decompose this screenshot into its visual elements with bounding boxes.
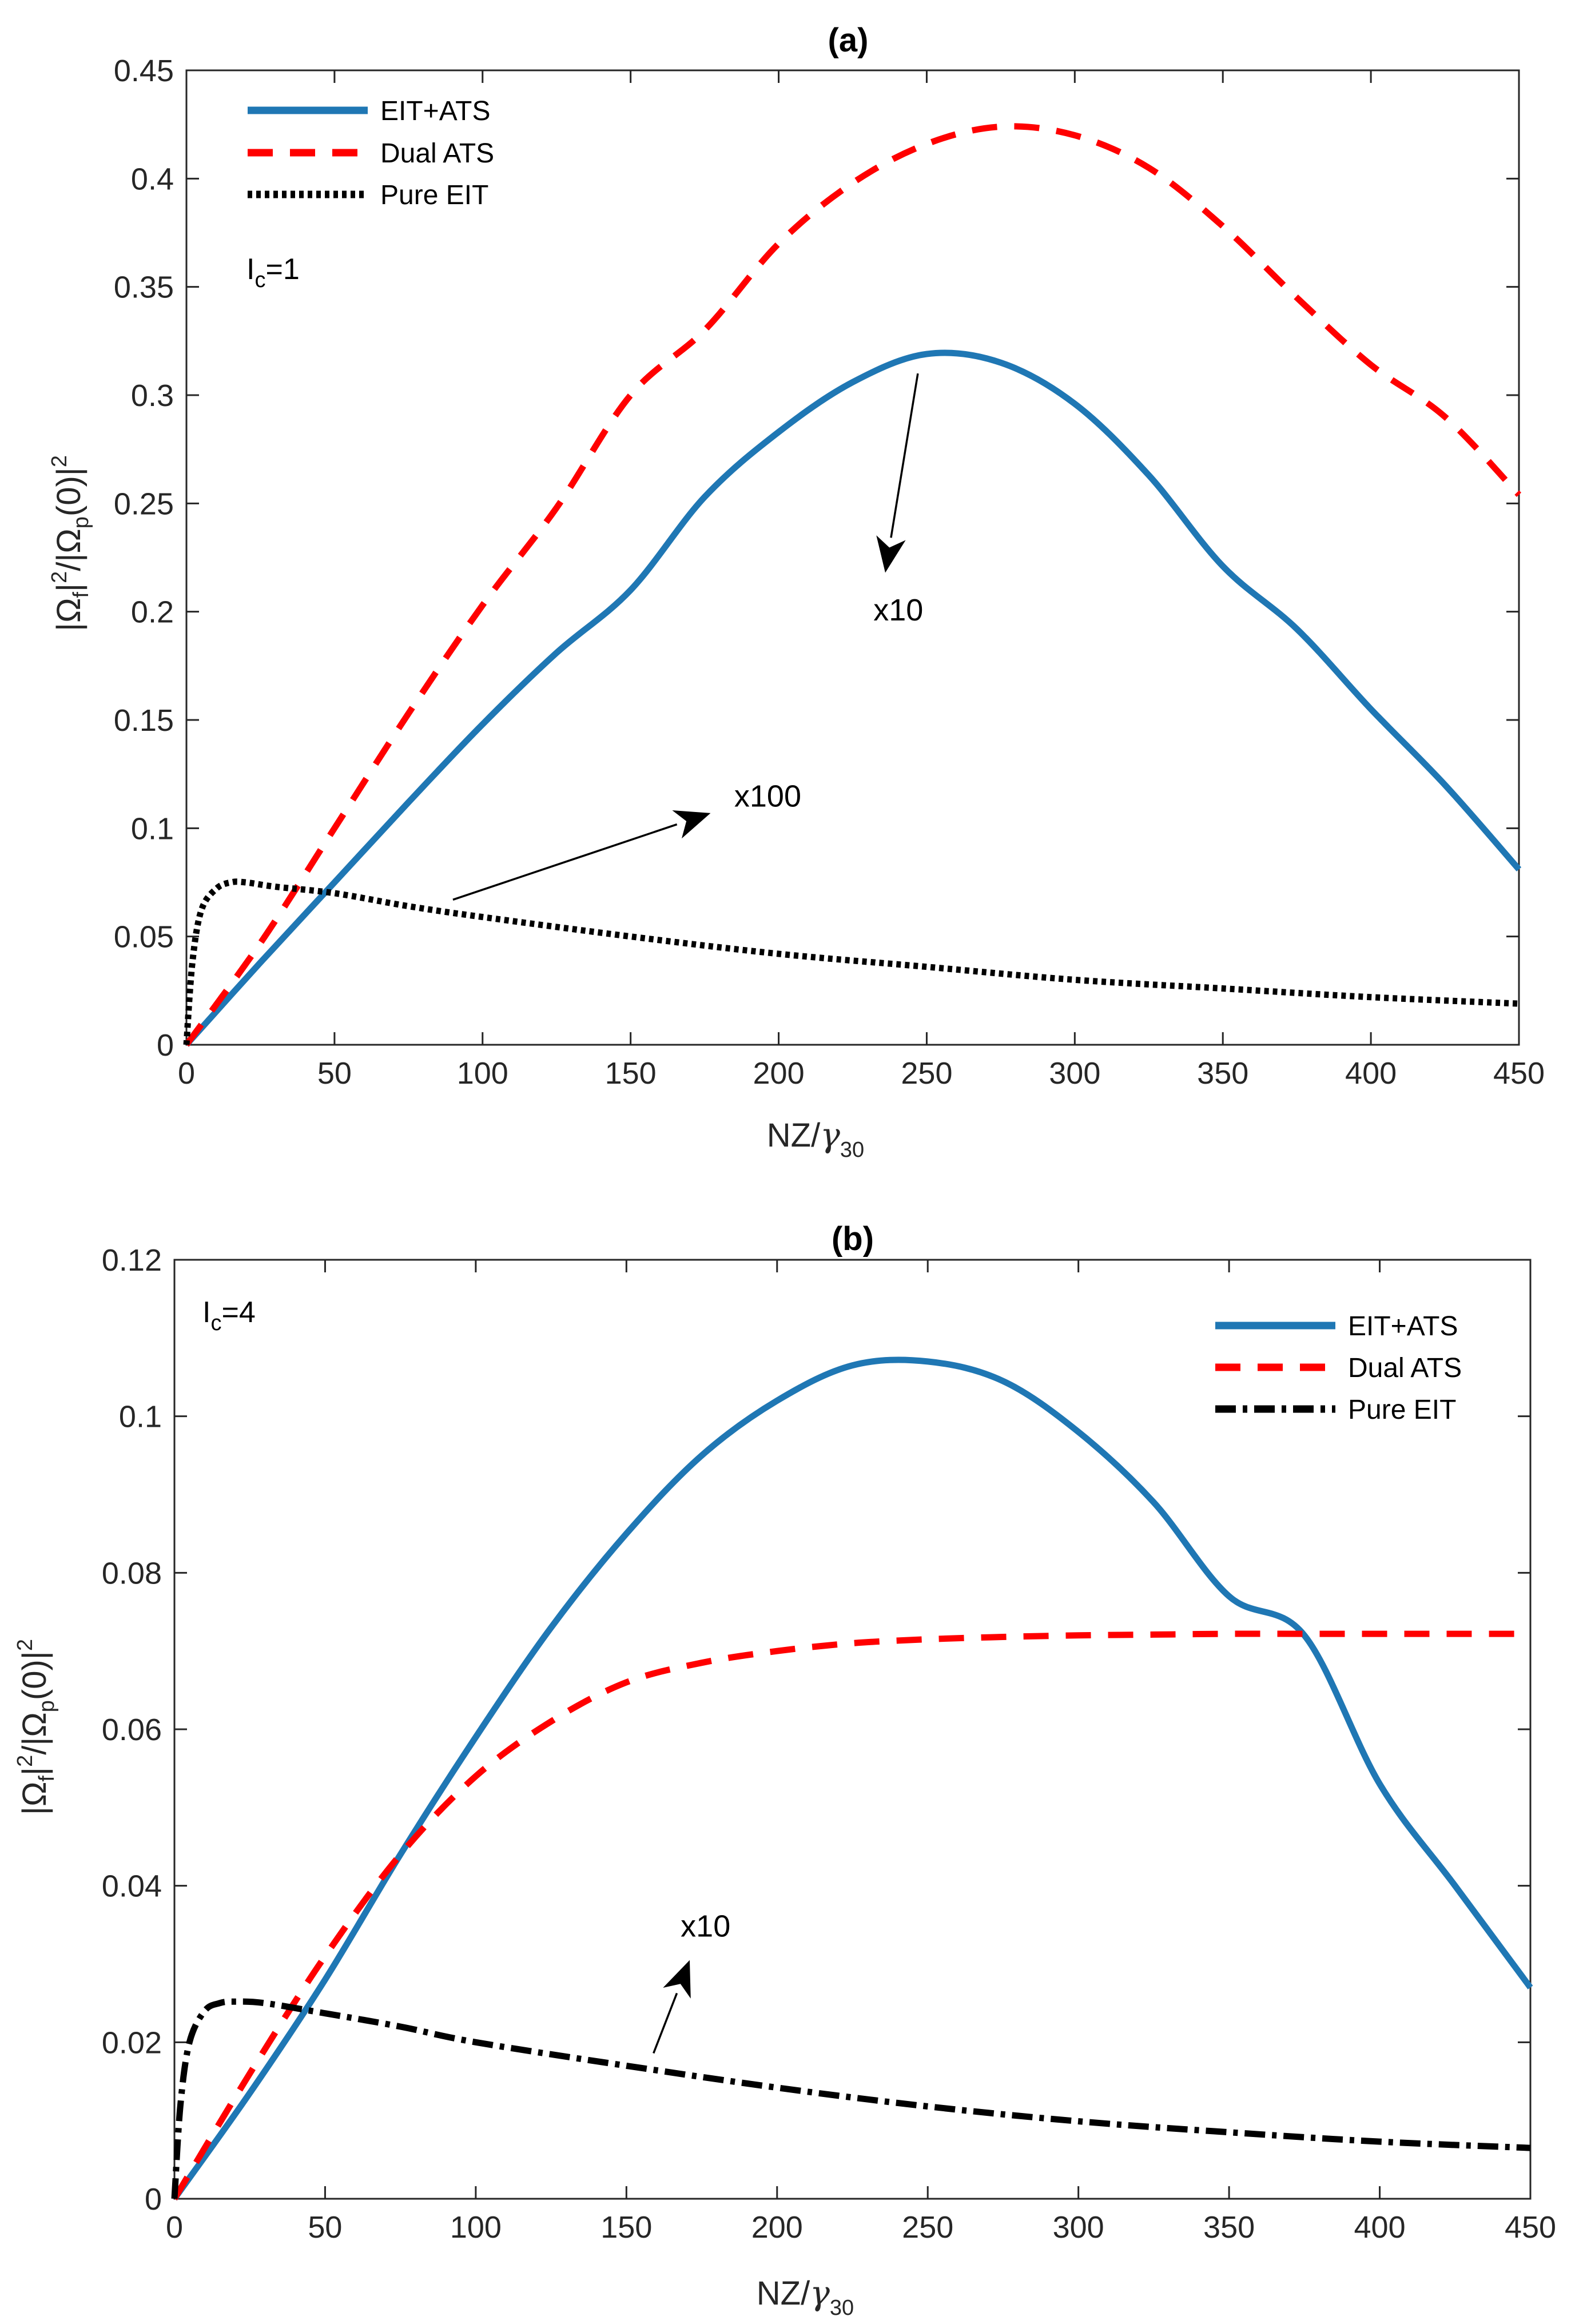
legend-label-eit-ats-b: EIT+ATS xyxy=(1348,1311,1458,1342)
series-line-pure-eit-a xyxy=(183,878,1520,1045)
y-axis-title-a: |Ωf|2/|Ωp(0)|2 xyxy=(47,455,93,631)
legend-b: EIT+ATS Dual ATS Pure EIT xyxy=(1215,1311,1462,1425)
y-axis-title-b: |Ωf|2/|Ωp(0)|2 xyxy=(13,1639,59,1815)
axes-frame-b: 0 50 100 150 200 250 300 350 400 450 0 0.02 0.04 0.06… xyxy=(102,1243,1556,2245)
x-tick-label-a: 300 xyxy=(1049,1056,1100,1091)
y-tick-label-a: 0.25 xyxy=(114,487,174,521)
series-line-pure-eit-b xyxy=(171,1998,1531,2199)
chart-panel-a: (a) 0 50 100 150 200 250 300 350 400 45000.050.10… xyxy=(47,22,1545,1162)
y-tick-label-a: 0.45 xyxy=(114,54,174,88)
x-tick-label-a: 50 xyxy=(317,1056,352,1091)
x-tick-label-b: 200 xyxy=(751,2210,803,2245)
parameter-label-b: Ic=4 xyxy=(202,1296,256,1335)
parameter-label-a: Ic=1 xyxy=(246,253,300,292)
chart-title-a: (a) xyxy=(828,22,869,59)
annotation-label-a: x10 xyxy=(873,593,923,627)
x-tick-label-b: 150 xyxy=(600,2210,652,2245)
x-axis-title-b: NZ/γ30 xyxy=(757,2274,854,2320)
axes-frame-a: 0 50 100 150 200 250 300 350 400 450 0 0.05 0.1 0.15 0… xyxy=(114,54,1545,1091)
x-tick-label-b: 250 xyxy=(902,2210,953,2245)
annotation-layer-a: x10 x100 xyxy=(452,373,923,901)
x-tick-label-a: 400 xyxy=(1345,1056,1397,1091)
annotation-arrow-line-a xyxy=(890,373,919,538)
legend-label-pure-eit-b: Pure EIT xyxy=(1348,1395,1456,1425)
x-tick-label-b: 100 xyxy=(450,2210,502,2245)
legend-label-dual-ats-a: Dual ATS xyxy=(380,138,494,169)
y-tick-label-b: 0 xyxy=(145,2182,162,2216)
chart-panel-b: (b) 0 50 100 150 200 250 300 350 400 450 0 0.02 0.04… xyxy=(13,1220,1556,2320)
y-tick-label-a: 0 xyxy=(157,1028,174,1062)
y-tick-label-a: 0.1 xyxy=(131,811,174,846)
annotation-arrow-head-a xyxy=(672,810,711,839)
x-tick-label-b: 450 xyxy=(1505,2210,1556,2245)
y-tick-label-b: 0.06 xyxy=(102,1713,162,1747)
x-tick-label-b: 300 xyxy=(1053,2210,1104,2245)
y-tick-label-b: 0.12 xyxy=(102,1243,162,1278)
annotation-arrow-line-a xyxy=(452,823,678,901)
legend-a: EIT+ATS Dual ATS Pure EIT xyxy=(248,96,494,210)
series-layer-b xyxy=(171,1356,1533,2201)
y-tick-label-a: 0.3 xyxy=(131,379,174,413)
y-tick-label-a: 0.35 xyxy=(114,270,174,305)
y-tick-label-a: 0.2 xyxy=(131,595,174,630)
x-tick-label-b: 0 xyxy=(166,2210,183,2245)
x-tick-label-b: 50 xyxy=(308,2210,342,2245)
series-line-eit-ats-b xyxy=(172,1356,1533,2201)
annotation-arrow-line-b xyxy=(653,1992,678,2054)
chart-title-b: (b) xyxy=(832,1220,874,1257)
y-tick-label-b: 0.02 xyxy=(102,2025,162,2060)
annotation-layer-b: x10 xyxy=(653,1909,730,2054)
x-tick-label-a: 100 xyxy=(457,1056,508,1091)
y-tick-label-b: 0.08 xyxy=(102,1556,162,1590)
x-axis-title-a: NZ/γ30 xyxy=(767,1116,864,1162)
x-tick-label-a: 150 xyxy=(605,1056,657,1091)
x-tick-label-a: 250 xyxy=(901,1056,952,1091)
series-line-dual-ats-b xyxy=(172,1630,1530,2200)
annotation-arrow-head-a xyxy=(876,535,906,573)
x-tick-label-a: 350 xyxy=(1197,1056,1248,1091)
annotation-label-b: x10 xyxy=(681,1909,730,1944)
y-tick-label-a: 0.05 xyxy=(114,920,174,954)
x-tick-label-a: 450 xyxy=(1493,1056,1545,1091)
plot-frame-a xyxy=(185,69,1520,1046)
x-tick-label-b: 350 xyxy=(1203,2210,1255,2245)
y-tick-label-a: 0.4 xyxy=(131,162,174,196)
y-tick-label-b: 0.04 xyxy=(102,1869,162,1904)
series-line-dual-ats-a xyxy=(184,123,1521,1047)
annotation-arrow-head-b xyxy=(663,1960,691,1999)
legend-label-dual-ats-b: Dual ATS xyxy=(1348,1353,1462,1383)
series-line-eit-ats-a xyxy=(184,349,1522,1047)
x-tick-label-a: 0 xyxy=(178,1056,195,1091)
series-layer-a xyxy=(183,123,1522,1047)
x-tick-label-a: 200 xyxy=(753,1056,805,1091)
legend-label-pure-eit-a: Pure EIT xyxy=(380,180,488,210)
y-tick-label-b: 0.1 xyxy=(119,1400,162,1434)
legend-label-eit-ats-a: EIT+ATS xyxy=(380,96,491,126)
y-tick-label-a: 0.15 xyxy=(114,703,174,738)
x-tick-label-b: 400 xyxy=(1354,2210,1406,2245)
annotation-label-a: x100 xyxy=(734,779,801,813)
